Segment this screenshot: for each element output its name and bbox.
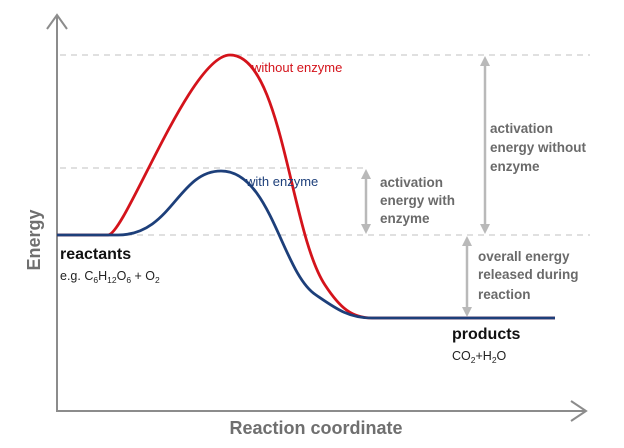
label-activation-with-enzyme: activation energy with enzyme xyxy=(380,175,455,226)
label-activation-without-enzyme: activation energy without enzyme xyxy=(490,121,587,174)
curve-without-enzyme xyxy=(57,53,555,320)
x-axis xyxy=(56,400,588,422)
svg-text:activation: activation xyxy=(380,175,443,190)
curve-label-with-enzyme: with enzyme xyxy=(245,174,318,189)
curve-with-enzyme xyxy=(57,169,555,320)
y-axis-label: Energy xyxy=(24,209,44,270)
products-formula: CO2+H2O xyxy=(452,349,507,365)
curve-label-without-enzyme: without enzyme xyxy=(251,60,342,75)
y-axis xyxy=(46,13,68,412)
svg-text:energy with: energy with xyxy=(380,193,455,208)
svg-text:energy without: energy without xyxy=(490,140,587,155)
x-axis-label: Reaction coordinate xyxy=(229,418,402,438)
svg-text:overall energy: overall energy xyxy=(478,249,570,264)
svg-text:released during: released during xyxy=(478,267,579,282)
svg-text:reaction: reaction xyxy=(478,287,531,302)
label-overall-energy-released: overall energy released during reaction xyxy=(478,249,579,302)
reactants-formula: e.g. C6H12O6 + O2 xyxy=(60,269,160,285)
svg-text:enzyme: enzyme xyxy=(490,159,540,174)
svg-text:activation: activation xyxy=(490,121,553,136)
products-title: products xyxy=(452,326,521,343)
reactants-title: reactants xyxy=(60,246,131,263)
svg-text:enzyme: enzyme xyxy=(380,211,430,226)
